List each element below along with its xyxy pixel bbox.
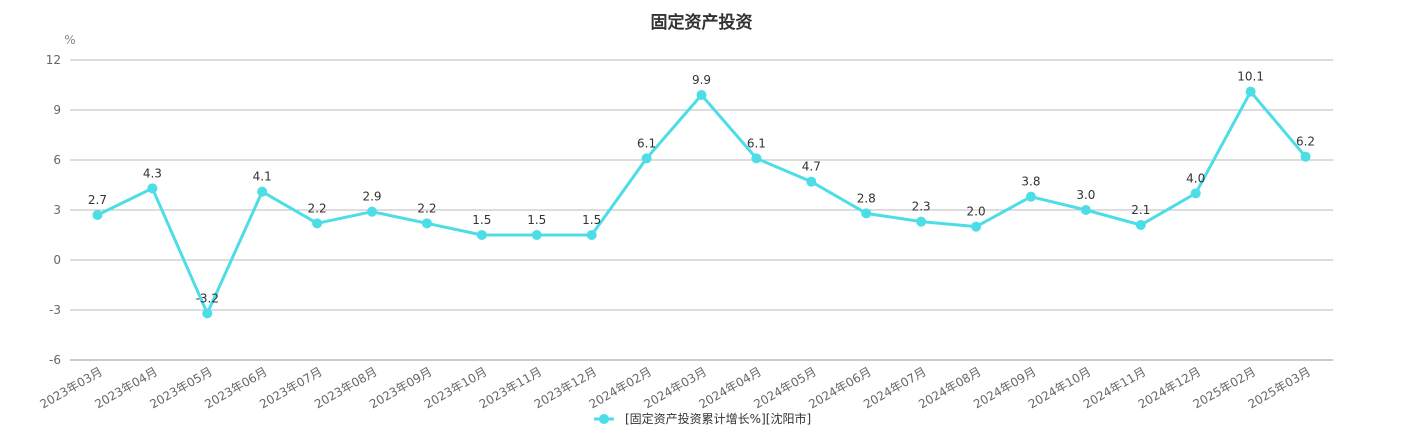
legend-marker-icon: [599, 414, 609, 424]
data-point[interactable]: [367, 206, 378, 217]
data-point[interactable]: [641, 153, 652, 164]
data-label: 10.1: [1237, 70, 1264, 84]
data-label: 2.3: [912, 200, 931, 214]
data-point[interactable]: [751, 153, 762, 164]
data-point[interactable]: [861, 208, 872, 219]
data-label: 3.8: [1021, 175, 1040, 189]
y-tick-label: -6: [49, 353, 61, 367]
data-label: 2.9: [362, 190, 381, 204]
y-tick-label: 12: [46, 53, 61, 67]
data-label: 2.1: [1131, 203, 1150, 217]
data-label: 2.2: [308, 201, 327, 215]
data-point[interactable]: [257, 186, 268, 197]
y-tick-label: 9: [53, 103, 61, 117]
data-label: 2.8: [857, 191, 876, 205]
data-label: -3.2: [196, 291, 219, 305]
data-label: 4.7: [802, 160, 821, 174]
data-label: 1.5: [527, 213, 546, 227]
data-point[interactable]: [1190, 188, 1201, 199]
data-label: 4.1: [253, 170, 272, 184]
data-label: 4.0: [1186, 171, 1205, 185]
data-label: 1.5: [582, 213, 601, 227]
data-point[interactable]: [1080, 205, 1091, 215]
x-tick-label: 2025年03月: [1246, 364, 1313, 411]
data-point[interactable]: [1300, 151, 1311, 162]
data-point[interactable]: [312, 218, 323, 229]
data-point[interactable]: [421, 218, 432, 229]
legend-label[interactable]: [固定资产投资累计增长%][沈阳市]: [625, 411, 811, 426]
y-tick-label: -3: [49, 303, 61, 317]
data-point[interactable]: [916, 216, 927, 227]
data-point[interactable]: [806, 176, 817, 187]
data-point[interactable]: [586, 230, 597, 240]
data-label: 2.2: [417, 201, 436, 215]
data-point[interactable]: [202, 308, 213, 319]
y-tick-label: 0: [53, 253, 61, 267]
data-point[interactable]: [1135, 220, 1146, 230]
data-point[interactable]: [531, 230, 542, 240]
data-point[interactable]: [696, 90, 707, 100]
y-axis-unit: %: [64, 33, 75, 47]
y-tick-label: 6: [53, 153, 61, 167]
y-tick-label: 3: [53, 203, 61, 217]
data-label: 2.0: [967, 205, 986, 219]
chart-title: 固定资产投资: [650, 13, 753, 33]
data-label: 4.3: [143, 166, 162, 180]
series-line: [96, 90, 1307, 315]
data-point[interactable]: [92, 210, 103, 220]
data-point[interactable]: [1025, 191, 1036, 202]
data-label: 6.1: [747, 136, 766, 150]
data-label: 6.1: [637, 136, 656, 150]
data-label: 2.7: [88, 193, 107, 207]
data-point[interactable]: [147, 183, 158, 194]
data-point[interactable]: [476, 230, 487, 240]
data-point[interactable]: [1245, 86, 1256, 97]
data-label: 9.9: [692, 73, 711, 87]
data-point[interactable]: [971, 221, 982, 232]
data-label: 6.2: [1296, 135, 1315, 149]
data-label: 1.5: [472, 213, 491, 227]
data-label: 3.0: [1076, 188, 1095, 202]
